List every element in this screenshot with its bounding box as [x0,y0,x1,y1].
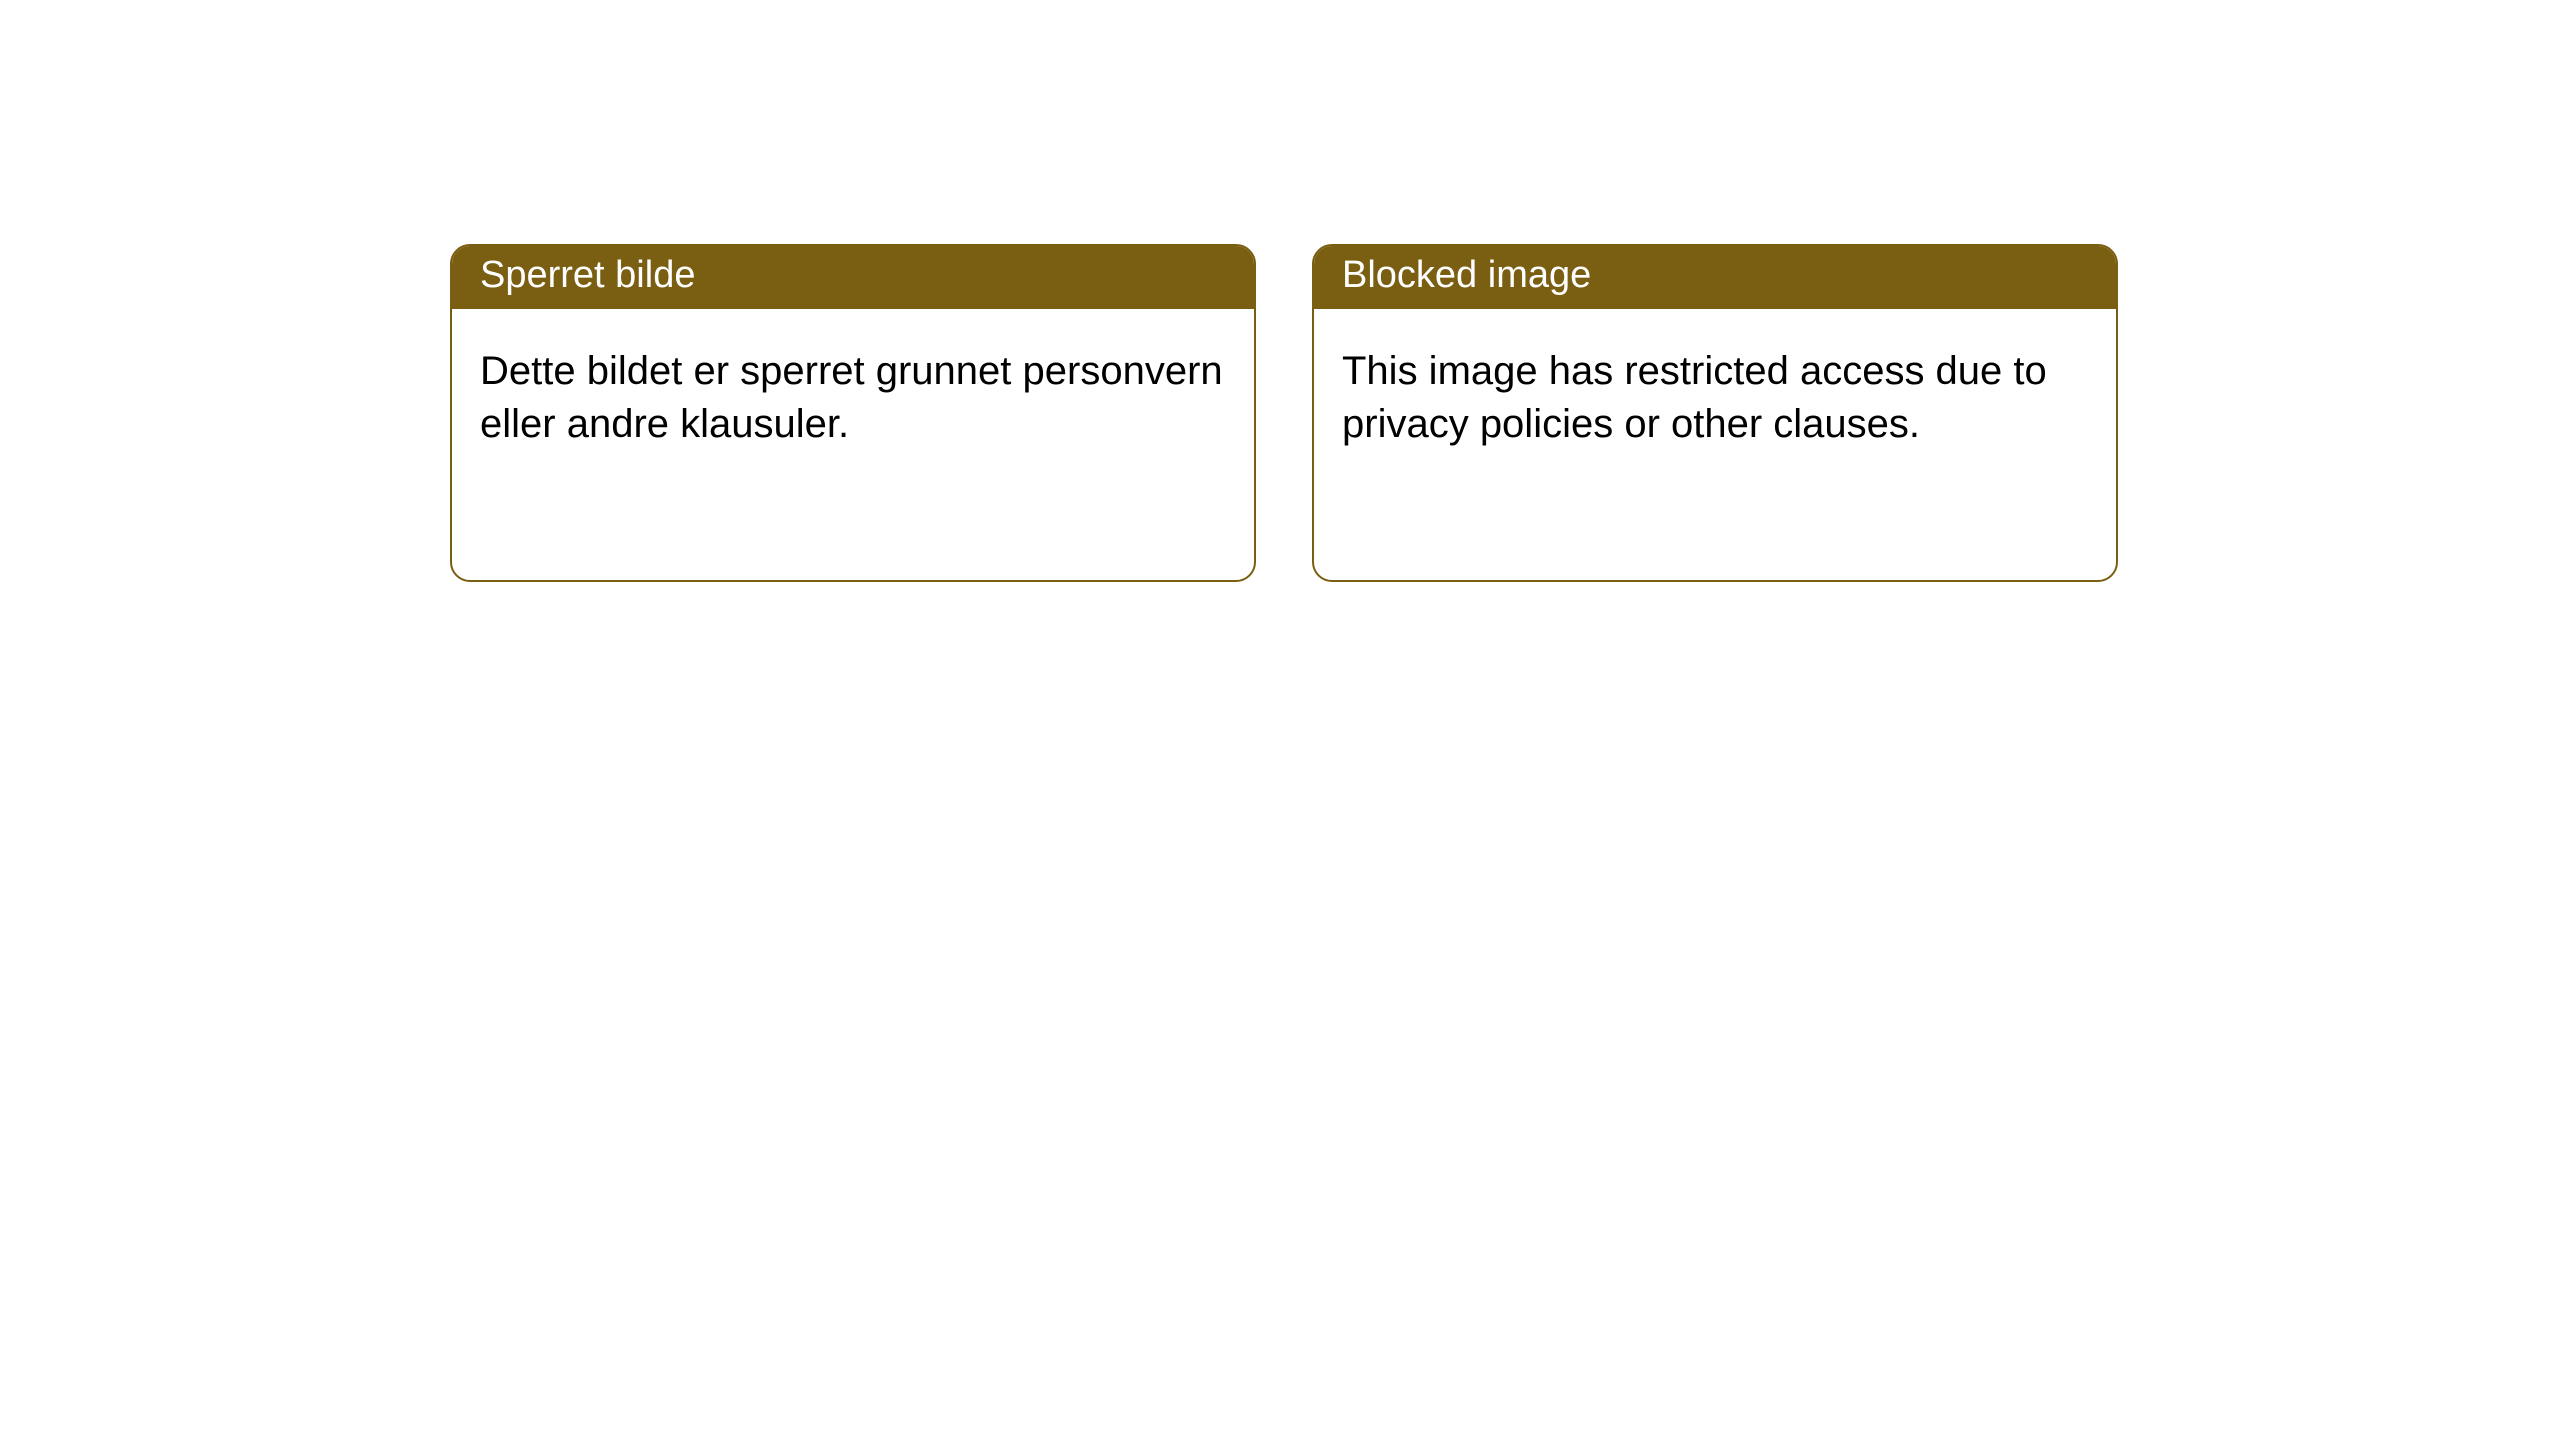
notice-card-norwegian: Sperret bilde Dette bildet er sperret gr… [450,244,1256,582]
notice-card-body: This image has restricted access due to … [1314,309,2116,479]
notice-card-title: Sperret bilde [452,246,1254,309]
notice-card-title: Blocked image [1314,246,2116,309]
notice-card-english: Blocked image This image has restricted … [1312,244,2118,582]
notice-cards-row: Sperret bilde Dette bildet er sperret gr… [0,0,2560,582]
notice-card-body: Dette bildet er sperret grunnet personve… [452,309,1254,479]
